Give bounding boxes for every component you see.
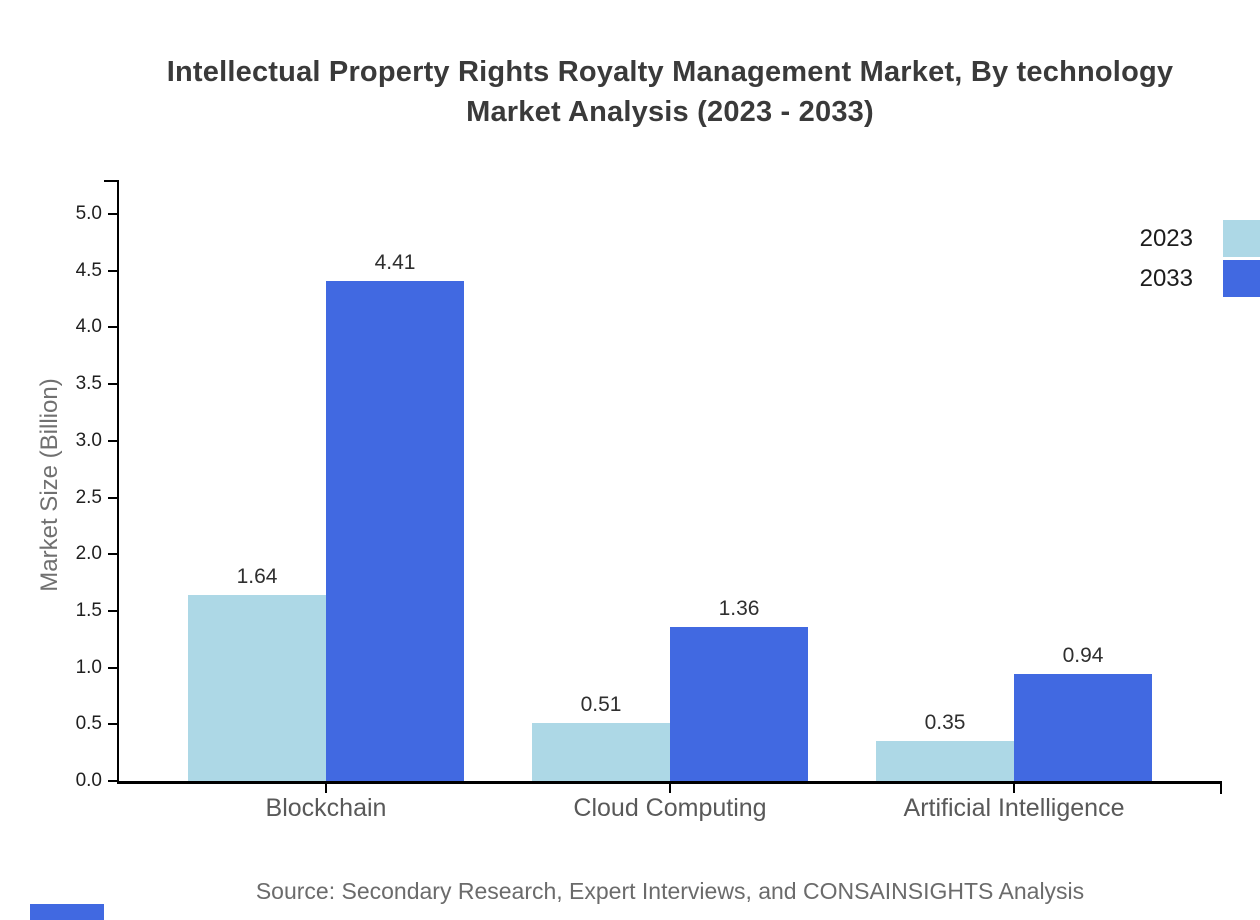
y-tick-mark [108,609,118,612]
y-tick-mark [108,383,118,386]
bar-2033-artificial-intelligence [1014,674,1152,781]
y-tick-mark [108,213,118,215]
bar-value-label: 0.51 [580,693,622,717]
y-axis-line [117,180,119,783]
y-tick-label: 1.5 [75,599,102,621]
y-tick-label: 2.0 [75,543,102,565]
bar-2023-blockchain [188,595,326,781]
category-label-artificial-intelligence: Artificial Intelligence [903,794,1125,822]
y-tick-mark [108,780,118,782]
y-tick-label: 0.0 [75,770,102,791]
legend-swatch-2023 [1223,220,1260,257]
y-tick-mark [108,723,118,726]
chart-title-line2: Market Analysis (2023 - 2033) [466,96,874,128]
y-axis-end-cap [104,180,118,182]
legend-swatch-2033 [1223,260,1260,297]
category-label-blockchain: Blockchain [265,794,387,822]
x-tick-mark [325,781,327,793]
y-tick-label: 4.0 [75,316,102,338]
bar-2023-cloud-computing [532,723,670,781]
y-tick-mark [108,666,118,669]
legend-label-2033: 2033 [1139,265,1193,292]
y-tick-mark [108,496,118,499]
y-tick-mark [108,553,118,556]
y-tick-label: 0.5 [75,713,102,735]
x-axis-end-cap [1220,781,1222,794]
y-tick-label: 2.5 [75,486,102,508]
bar-2033-cloud-computing [670,626,808,781]
bar-2033-blockchain [326,280,464,781]
y-tick-label: 1.0 [75,656,102,678]
y-tick-label: 3.0 [75,429,102,451]
source-note: Source: Secondary Research, Expert Inter… [255,878,1085,904]
y-tick-mark [108,269,118,272]
y-tick-mark [108,439,118,442]
y-tick-label: 5.0 [75,203,102,224]
bottom-left-accent-bar [30,904,104,920]
chart-title-line1: Intellectual Property Rights Royalty Man… [166,56,1174,88]
legend-label-2023: 2023 [1139,225,1193,252]
bar-value-label: 1.64 [236,565,278,589]
y-tick-label: 4.5 [75,259,102,281]
y-tick-label: 3.5 [75,373,102,395]
bar-value-label: 1.36 [718,596,760,620]
category-label-cloud-computing: Cloud Computing [573,794,767,822]
bar-value-label: 0.94 [1062,644,1104,668]
chart-title: Intellectual Property Rights Royalty Man… [118,52,1222,132]
x-tick-mark [669,781,671,793]
y-tick-mark [108,326,118,329]
bar-value-label: 4.41 [374,250,416,274]
bar-value-label: 0.35 [924,711,966,735]
x-tick-mark [1013,781,1015,793]
bar-2023-artificial-intelligence [876,741,1014,781]
